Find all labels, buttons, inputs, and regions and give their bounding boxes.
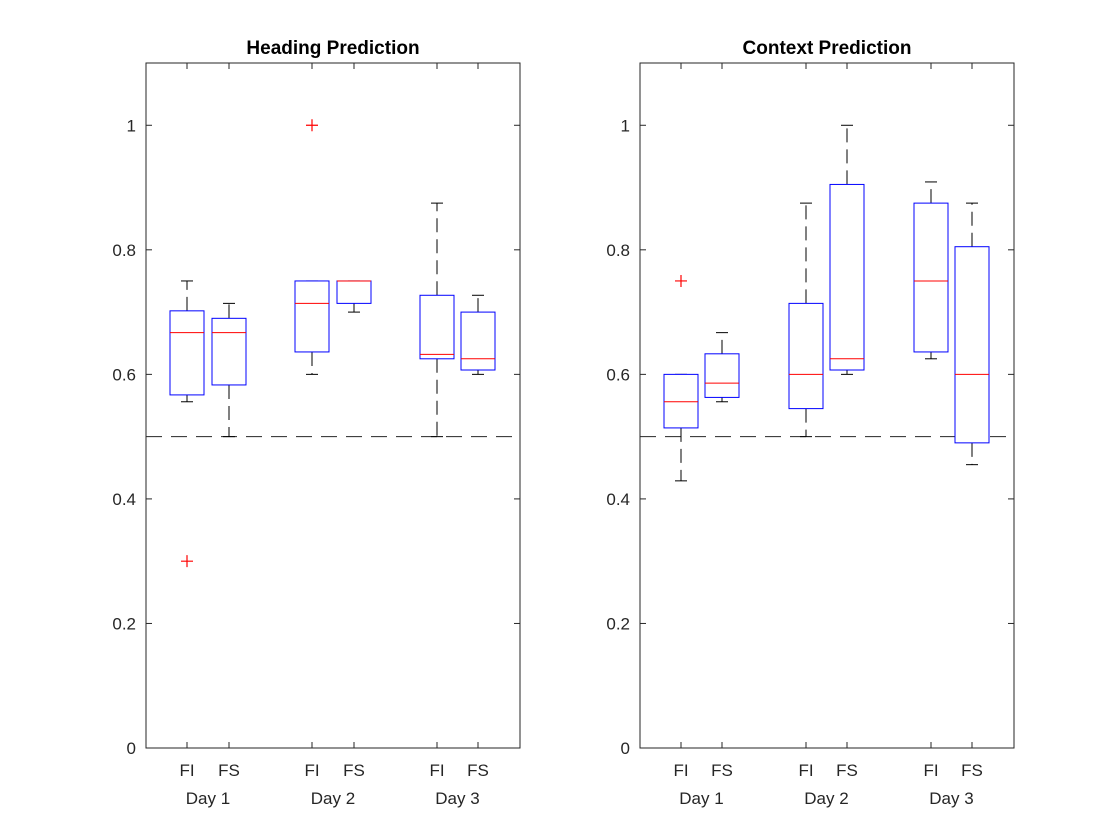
- chart-title: Context Prediction: [743, 38, 912, 59]
- chart-title: Heading Prediction: [246, 38, 419, 59]
- x-tick-label: FI: [179, 761, 194, 780]
- box-body: [460, 311, 496, 371]
- box-body: [954, 246, 990, 444]
- x-tick-label: FS: [961, 761, 983, 780]
- x-tick-label: FI: [673, 761, 688, 780]
- x-tick-label: FI: [429, 761, 444, 780]
- y-tick-label: 0.8: [606, 241, 630, 260]
- box-body: [829, 183, 865, 371]
- box-day-2-fi: [294, 119, 330, 375]
- box-body: [169, 310, 205, 396]
- box-day-2-fs: [829, 124, 865, 375]
- axes-panel-1: Heading Prediction 0 0.2 0.4 0.6 0.8 1 FI FS FI FS…: [112, 38, 521, 808]
- y-tick-label: 0.6: [112, 365, 136, 384]
- box-body: [419, 294, 455, 360]
- box-body: [788, 302, 824, 410]
- y-tick-label: 0.4: [112, 490, 136, 509]
- box-body: [663, 373, 699, 429]
- box-body: [704, 353, 740, 398]
- box-day-2-fs: [336, 280, 372, 313]
- box-day-1-fi: [169, 280, 205, 568]
- outlier-marker: [675, 274, 687, 287]
- box-day-1-fi: [663, 274, 699, 482]
- x-tick-label: FS: [836, 761, 858, 780]
- y-tick-label: 0.2: [606, 614, 630, 633]
- box-day-3-fi: [913, 181, 949, 360]
- axes-panel-2: Context Prediction 0 0.2 0.4 0.6 0.8 1 FI FS FI FS…: [606, 38, 1015, 808]
- box-body: [336, 280, 372, 304]
- y-tick-label: 0.4: [606, 490, 630, 509]
- axes-frame: [639, 62, 1015, 749]
- box-day-1-fs: [211, 302, 247, 438]
- group-label: Day 3: [435, 789, 479, 808]
- outlier-marker: [306, 119, 318, 132]
- x-tick-label: FI: [304, 761, 319, 780]
- y-tick-label: 0: [127, 739, 136, 758]
- group-label: Day 1: [186, 789, 230, 808]
- box-body: [913, 202, 949, 353]
- y-tick-label: 1: [127, 116, 136, 135]
- y-tick-label: 0.2: [112, 614, 136, 633]
- group-label: Day 2: [311, 789, 355, 808]
- box-day-3-fi: [419, 202, 455, 438]
- group-label: Day 1: [679, 789, 723, 808]
- y-tick-label: 0: [621, 739, 630, 758]
- y-tick-label: 0.6: [606, 365, 630, 384]
- x-tick-label: FS: [343, 761, 365, 780]
- outlier-marker: [181, 555, 193, 568]
- box-day-2-fi: [788, 202, 824, 438]
- y-tick-label: 1: [621, 116, 630, 135]
- axes-frame: [145, 62, 521, 749]
- x-tick-label: FS: [218, 761, 240, 780]
- x-tick-label: FS: [711, 761, 733, 780]
- box-body: [211, 317, 247, 386]
- y-tick-label: 0.8: [112, 241, 136, 260]
- box-body: [294, 280, 330, 353]
- group-label: Day 3: [929, 789, 973, 808]
- box-day-3-fs: [460, 294, 496, 375]
- x-tick-label: FI: [923, 761, 938, 780]
- box-day-1-fs: [704, 332, 740, 403]
- group-label: Day 2: [804, 789, 848, 808]
- x-tick-label: FI: [798, 761, 813, 780]
- box-day-3-fs: [954, 202, 990, 466]
- x-tick-label: FS: [467, 761, 489, 780]
